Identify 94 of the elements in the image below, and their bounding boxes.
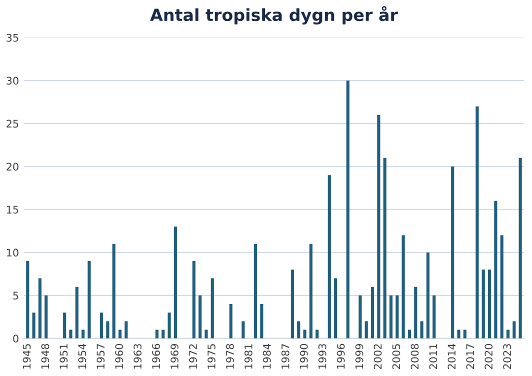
bar — [192, 261, 196, 338]
bar — [316, 330, 319, 338]
chart-title: Antal tropiska dygn per år — [150, 6, 398, 25]
x-tick-label: 1984 — [262, 344, 271, 369]
bar — [358, 295, 362, 338]
x-tick-label: 1996 — [336, 344, 345, 369]
bar — [364, 321, 368, 338]
bar — [518, 158, 522, 338]
bar — [162, 330, 165, 338]
bar — [451, 166, 454, 338]
bar — [370, 286, 374, 338]
bar — [106, 321, 110, 338]
bar — [383, 158, 386, 338]
bar — [88, 261, 91, 338]
bar — [476, 106, 479, 338]
x-tick-label: 2020 — [484, 344, 493, 370]
bar — [420, 321, 424, 338]
x-tick-label: 2002 — [374, 344, 382, 370]
y-tick-label: 25 — [6, 120, 18, 128]
bar — [260, 304, 264, 338]
bar — [82, 330, 85, 338]
x-tick-label: 2023 — [503, 344, 512, 370]
bar — [512, 321, 516, 338]
bar — [174, 226, 177, 338]
bar — [63, 312, 66, 338]
bar — [198, 295, 202, 338]
bar — [229, 304, 232, 338]
bar — [494, 200, 498, 338]
bar — [75, 286, 78, 338]
bar — [254, 244, 258, 338]
x-tick-label: 1975 — [208, 344, 216, 369]
bar — [38, 278, 42, 338]
bar — [432, 295, 436, 338]
x-tick-label: 1978 — [226, 344, 234, 369]
x-tick-label: 1951 — [60, 344, 68, 369]
x-tick-label: 1972 — [189, 344, 197, 369]
x-tick-label: 1966 — [152, 344, 160, 369]
bar — [377, 114, 380, 338]
bar — [204, 330, 208, 338]
x-tick-label: 2008 — [410, 344, 419, 370]
x-tick-label: 1990 — [300, 344, 308, 369]
bar — [408, 330, 412, 338]
x-tick-label: 1948 — [41, 344, 50, 369]
bar — [210, 278, 214, 338]
bar — [303, 330, 306, 338]
bar — [346, 80, 350, 338]
bar — [457, 330, 460, 338]
bar — [328, 175, 331, 338]
x-tick-label: 2005 — [392, 344, 400, 370]
y-tick-label: 5 — [13, 292, 18, 300]
bar — [44, 295, 48, 338]
bar — [309, 244, 312, 338]
x-tick-label: 1960 — [115, 344, 124, 369]
x-tick-label: 1987 — [281, 344, 290, 369]
bar — [396, 295, 399, 338]
bar — [414, 286, 418, 338]
y-tick-label: 35 — [6, 34, 18, 42]
bar — [100, 312, 104, 338]
bar — [26, 261, 30, 338]
bar — [118, 330, 122, 338]
bar — [124, 321, 128, 338]
x-tick-label: 1957 — [96, 344, 105, 369]
x-tick-label: 2017 — [466, 344, 474, 370]
bar — [426, 252, 430, 338]
y-tick-label: 0 — [13, 334, 18, 343]
y-tick-label: 30 — [6, 76, 18, 85]
bar — [500, 235, 504, 338]
y-tick-label: 20 — [6, 162, 18, 171]
bar — [242, 321, 245, 338]
bar — [488, 270, 492, 338]
x-tick-label: 1963 — [134, 344, 142, 369]
x-tick-label: 1945 — [22, 344, 31, 369]
bar — [482, 270, 485, 338]
x-tick-label: 1954 — [78, 344, 86, 369]
bar — [69, 330, 72, 338]
bar — [112, 244, 116, 338]
bar — [506, 330, 510, 338]
bar — [290, 270, 294, 338]
y-tick-label: 15 — [6, 206, 18, 214]
bar — [168, 312, 171, 338]
x-tick-label: 1981 — [244, 344, 252, 369]
bar — [389, 295, 393, 338]
x-tick-label: 2014 — [448, 344, 456, 370]
bar — [155, 330, 159, 338]
bar — [402, 235, 405, 338]
bar — [463, 330, 466, 338]
bar — [32, 312, 36, 338]
x-tick-label: 2011 — [429, 344, 438, 370]
bar — [334, 278, 338, 338]
bar — [297, 321, 300, 338]
x-tick-label: 1969 — [170, 344, 178, 369]
y-tick-label: 10 — [6, 248, 18, 257]
x-tick-label: 1993 — [318, 344, 326, 369]
x-tick-label: 1999 — [355, 344, 364, 369]
